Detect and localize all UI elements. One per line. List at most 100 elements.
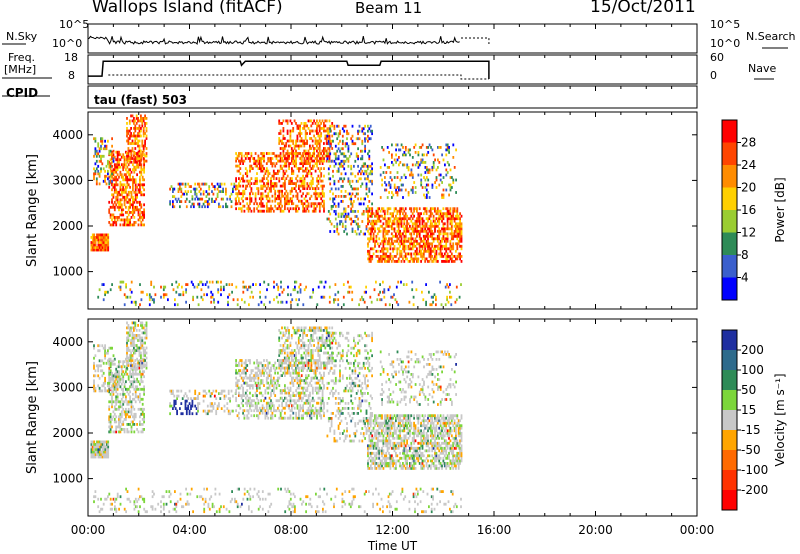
data-cell	[270, 399, 272, 403]
data-cell	[115, 195, 118, 199]
data-cell	[278, 384, 281, 387]
data-cell	[328, 147, 331, 150]
data-cell	[290, 147, 293, 150]
data-cell	[404, 214, 407, 218]
data-cell	[350, 195, 353, 198]
data-cell	[313, 134, 315, 138]
data-cell	[267, 364, 270, 367]
data-cell	[420, 249, 422, 253]
data-cell	[341, 134, 344, 138]
data-cell	[278, 142, 281, 145]
data-cell	[296, 209, 299, 213]
data-cell	[337, 205, 340, 208]
data-cell	[371, 237, 374, 241]
data-cell	[192, 295, 194, 299]
data-cell	[199, 187, 202, 191]
data-cell	[113, 190, 116, 194]
data-cell	[131, 356, 134, 360]
data-cell	[109, 223, 112, 227]
data-cell	[116, 200, 119, 204]
data-cell	[326, 152, 329, 156]
data-cell	[291, 172, 293, 175]
data-cell	[250, 199, 253, 203]
data-cell	[103, 243, 105, 247]
data-cell	[344, 159, 347, 163]
data-cell	[172, 200, 174, 203]
data-cell	[314, 209, 317, 213]
data-cell	[381, 207, 383, 211]
data-cell	[278, 416, 281, 420]
data-cell	[435, 255, 438, 258]
data-cell	[223, 397, 226, 400]
data-cell	[211, 392, 213, 395]
data-cell	[111, 400, 113, 404]
data-cell	[130, 178, 133, 182]
data-cell	[93, 381, 95, 385]
data-cell	[369, 295, 372, 299]
data-cell	[172, 190, 174, 193]
data-cell	[306, 142, 308, 145]
data-cell	[238, 391, 240, 395]
data-cell	[279, 374, 282, 377]
data-cell	[451, 176, 453, 179]
data-cell	[420, 212, 422, 216]
data-cell	[139, 407, 141, 411]
data-cell	[337, 202, 340, 206]
data-cell	[179, 205, 181, 209]
data-cell	[436, 224, 439, 228]
data-cell	[134, 365, 137, 369]
data-cell	[260, 167, 263, 170]
data-cell	[173, 402, 176, 405]
data-cell	[351, 220, 354, 223]
data-cell	[337, 303, 340, 307]
data-cell	[144, 351, 146, 355]
data-cell	[143, 370, 145, 374]
data-cell	[194, 389, 197, 393]
data-cell	[303, 152, 306, 155]
data-cell	[439, 249, 442, 253]
data-cell	[134, 137, 137, 140]
data-cell	[150, 283, 153, 286]
data-cell	[295, 162, 297, 165]
data-cell	[123, 173, 126, 177]
data-cell	[350, 202, 353, 206]
data-cell	[457, 252, 460, 256]
data-cell	[247, 384, 250, 387]
data-cell	[393, 293, 395, 297]
data-cell	[108, 346, 111, 350]
data-cell	[219, 190, 222, 193]
data-cell	[318, 139, 321, 143]
data-cell	[257, 369, 260, 372]
data-cell	[272, 391, 275, 395]
data-cell	[310, 202, 313, 206]
data-cell	[128, 331, 131, 335]
data-cell	[136, 200, 138, 204]
data-cell	[94, 455, 97, 459]
data-cell	[307, 159, 310, 163]
data-cell	[218, 402, 220, 405]
data-cell	[256, 172, 258, 175]
data-cell	[191, 404, 194, 408]
data-cell	[375, 237, 378, 241]
data-cell	[191, 195, 194, 198]
data-cell	[263, 209, 265, 213]
data-cell	[395, 285, 398, 289]
data-cell	[94, 238, 97, 242]
data-cell	[284, 369, 286, 372]
data-cell	[125, 178, 127, 182]
data-cell	[270, 207, 272, 211]
data-cell	[260, 391, 263, 395]
data-cell	[348, 197, 351, 201]
data-cell	[261, 194, 264, 198]
data-cell	[428, 234, 431, 238]
data-cell	[420, 173, 423, 177]
data-cell	[131, 339, 134, 342]
data-cell	[127, 157, 130, 160]
data-cell	[386, 207, 389, 211]
data-cell	[118, 158, 120, 162]
data-cell	[445, 207, 448, 211]
data-cell	[107, 246, 110, 249]
data-cell	[122, 280, 125, 284]
data-cell	[112, 223, 115, 227]
data-cell	[288, 371, 290, 375]
